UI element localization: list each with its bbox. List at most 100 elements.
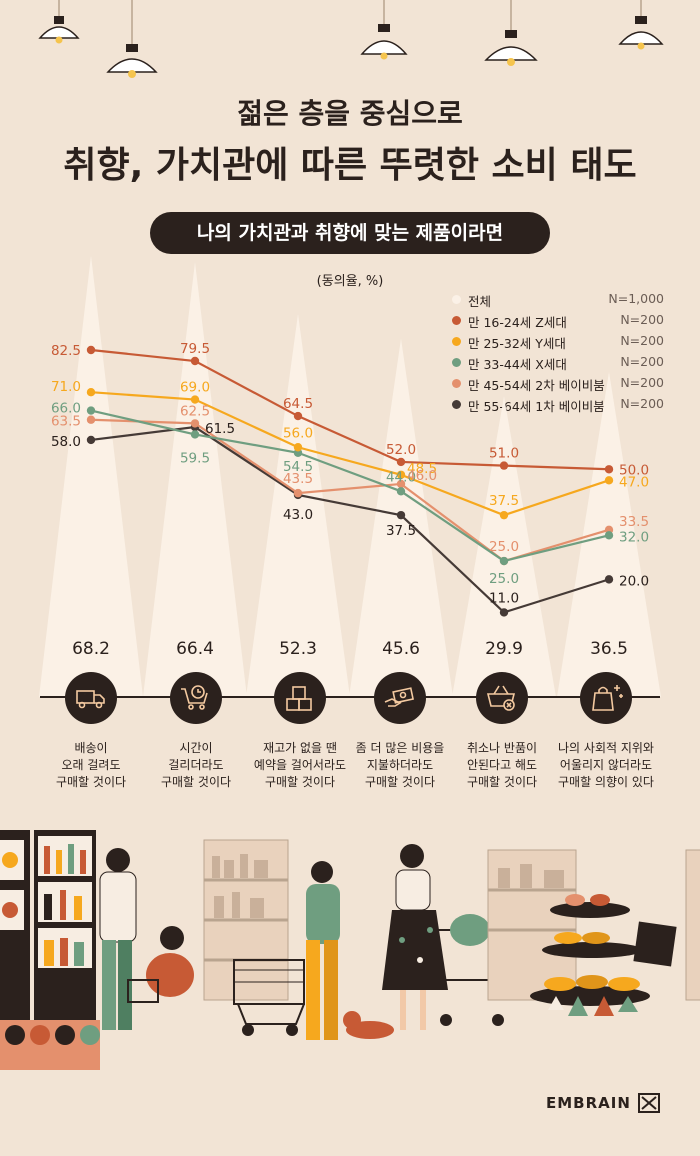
category-label-line: 배송이 bbox=[74, 741, 108, 755]
data-point bbox=[86, 345, 96, 355]
data-label: 62.5 bbox=[180, 403, 210, 419]
data-point bbox=[190, 419, 200, 428]
data-label: 47.0 bbox=[619, 474, 649, 490]
data-point bbox=[499, 556, 509, 566]
data-label: 69.0 bbox=[180, 380, 210, 396]
category-label: 재고가 없을 땐 예약을 걸어서라도 구매할 것이다 bbox=[240, 740, 360, 791]
data-label: 52.0 bbox=[386, 442, 416, 458]
data-label: 64.5 bbox=[283, 396, 313, 412]
data-label: 20.0 bbox=[619, 573, 649, 589]
total-value-label: 66.4 bbox=[176, 639, 214, 659]
legend-n: N=1,000 bbox=[608, 291, 664, 306]
legend-label: 만 16-24세 Z세대 bbox=[468, 315, 567, 330]
category-label-line: 예약을 걸어서라도 bbox=[253, 758, 347, 772]
total-value-label: 29.9 bbox=[485, 639, 523, 659]
data-label: 32.0 bbox=[619, 529, 649, 545]
hanging-lamp-icon bbox=[106, 0, 158, 78]
data-point bbox=[396, 470, 406, 479]
category-label-line: 구매할 것이다 bbox=[55, 775, 127, 789]
shopping-bag-sparkle-icon bbox=[580, 672, 632, 724]
category-label: 좀 더 많은 비용을 지불하더라도 구매할 것이다 bbox=[340, 740, 460, 791]
legend-item: 만 25-32세 Y세대 N=200 bbox=[452, 332, 664, 353]
data-point bbox=[396, 479, 406, 489]
data-label: 33.5 bbox=[619, 514, 649, 530]
legend-label: 만 45-54세 2차 베이비붐 bbox=[468, 378, 605, 393]
data-label: 37.5 bbox=[386, 523, 416, 539]
data-point bbox=[396, 487, 406, 496]
basket-cancel-icon bbox=[476, 672, 528, 724]
data-point bbox=[604, 476, 614, 485]
legend-label: 만 33-44세 X세대 bbox=[468, 357, 567, 372]
data-point bbox=[190, 395, 200, 404]
data-point bbox=[499, 608, 509, 617]
unit-label: (동의율, %) bbox=[316, 274, 384, 289]
total-value-label: 36.5 bbox=[590, 639, 628, 659]
category-label: 취소나 반품이 안된다고 해도 구매할 것이다 bbox=[442, 740, 562, 791]
legend-n: N=200 bbox=[620, 312, 664, 327]
fridge-shelf-illustration bbox=[0, 830, 100, 1070]
category-label-line: 구매할 것이다 bbox=[160, 775, 232, 789]
data-point bbox=[190, 430, 200, 439]
total-cone bbox=[452, 396, 556, 697]
total-value-label: 68.2 bbox=[72, 639, 110, 659]
category-label-line: 시간이 bbox=[179, 741, 213, 755]
brand-logo-icon bbox=[638, 1093, 660, 1113]
legend-swatch bbox=[452, 379, 461, 388]
legend-swatch bbox=[452, 295, 461, 304]
total-cone bbox=[143, 262, 247, 697]
data-point bbox=[86, 388, 96, 397]
series-line bbox=[90, 348, 610, 471]
data-label: 56.0 bbox=[283, 425, 313, 441]
legend-item: 전체 N=1,000 bbox=[452, 290, 664, 311]
data-label: 46.0 bbox=[407, 468, 437, 484]
shelf-illustration bbox=[203, 839, 289, 1001]
data-label: 43.5 bbox=[283, 471, 313, 487]
legend-item: 만 45-54세 2차 베이비붐 N=200 bbox=[452, 374, 664, 395]
shopper-illustration bbox=[99, 848, 194, 1030]
hanging-lamp-icon bbox=[38, 0, 80, 44]
shopper-dress-illustration bbox=[382, 844, 507, 1030]
total-cone bbox=[246, 314, 350, 697]
data-label: 79.5 bbox=[180, 341, 210, 357]
data-label: 66.0 bbox=[51, 401, 81, 417]
legend-swatch bbox=[452, 358, 461, 367]
data-label: 25.0 bbox=[489, 571, 519, 587]
data-point bbox=[190, 356, 200, 366]
legend-n: N=200 bbox=[620, 396, 664, 411]
legend-n: N=200 bbox=[620, 333, 664, 348]
legend-n: N=200 bbox=[620, 354, 664, 369]
data-label: 11.0 bbox=[489, 590, 519, 606]
data-point bbox=[604, 531, 614, 540]
data-point bbox=[86, 415, 96, 424]
page-subtitle: 젊은 층을 중심으로 bbox=[237, 97, 463, 130]
legend-swatch bbox=[452, 337, 461, 346]
brand-logo: EMBRAIN bbox=[546, 1094, 631, 1112]
category-label-line: 취소나 반품이 bbox=[466, 741, 538, 755]
data-label: 50.0 bbox=[619, 462, 649, 478]
data-label: 43.0 bbox=[283, 507, 313, 523]
cart-clock-icon bbox=[170, 672, 222, 724]
data-point bbox=[86, 406, 96, 415]
section-pill: 나의 가치관과 취향에 맞는 제품이라면 bbox=[150, 212, 550, 254]
data-point bbox=[293, 411, 303, 421]
legend-n: N=200 bbox=[620, 375, 664, 390]
category-label: 시간이 걸리더라도 구매할 것이다 bbox=[136, 740, 256, 791]
total-value-label: 52.3 bbox=[279, 639, 317, 659]
data-label: 37.5 bbox=[489, 493, 519, 509]
bakery-display-illustration bbox=[487, 849, 700, 1016]
hanging-lamp-icon bbox=[360, 0, 408, 60]
legend-label: 전체 bbox=[468, 294, 492, 309]
data-point bbox=[396, 457, 406, 467]
data-label: 58.0 bbox=[51, 434, 81, 450]
legend-item: 만 33-44세 X세대 N=200 bbox=[452, 353, 664, 374]
data-label: 44.0 bbox=[386, 469, 416, 485]
total-cone bbox=[39, 255, 143, 697]
category-label-line: 재고가 없을 땐 bbox=[263, 741, 337, 755]
delivery-truck-icon bbox=[65, 672, 117, 724]
category-label: 나의 사회적 지위와 어울리지 않더라도 구매할 의향이 있다 bbox=[546, 740, 666, 791]
category-label-line: 걸리더라도 bbox=[168, 758, 224, 772]
series-line bbox=[90, 409, 610, 563]
legend-swatch bbox=[452, 400, 461, 409]
data-point bbox=[293, 443, 303, 452]
